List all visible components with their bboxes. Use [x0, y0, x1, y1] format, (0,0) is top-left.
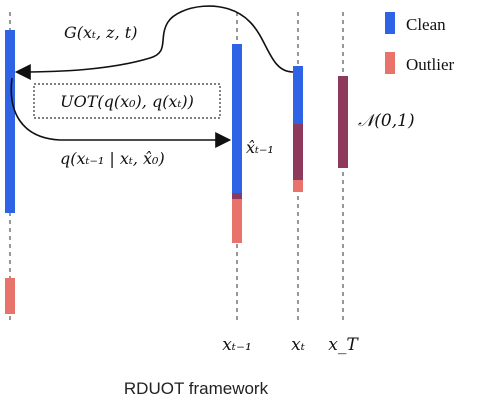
x0-outlier-bar	[5, 278, 15, 314]
posterior-label: q(xₜ₋₁ | xₜ, x̂₀)	[60, 149, 165, 168]
generator-arrow	[14, 5, 294, 80]
legend-outlier-label: Outlier	[406, 55, 454, 74]
legend-clean-label: Clean	[406, 15, 446, 34]
x-t-mixed-bar	[293, 124, 303, 180]
x-T-noise-bar	[338, 76, 348, 168]
x-hat-label: x̂ₜ₋₁	[246, 138, 274, 157]
x-t-clean-bar	[293, 66, 303, 124]
uot-box	[33, 83, 221, 119]
legend: Clean Outlier	[385, 12, 454, 74]
legend-clean-swatch	[385, 12, 395, 34]
x-t-outlier-bar	[293, 180, 303, 192]
axis-label-x-t-minus-1: xₜ₋₁	[222, 335, 252, 355]
legend-outlier-swatch	[385, 52, 395, 74]
axis-label-x-t: xₜ	[291, 335, 306, 355]
uot-label: UOT(q(x₀), q(xₜ))	[60, 92, 194, 111]
caption: RDUOT framework	[124, 379, 269, 398]
x-hat-mixed-bar	[232, 193, 242, 199]
axis-label-x-T: x_T	[328, 335, 359, 355]
x-hat-outlier-bar	[232, 199, 242, 243]
x0-clean-bar	[5, 30, 15, 213]
x-hat-clean-bar	[232, 44, 242, 197]
normal-distribution-label: 𝒩(0,1)	[358, 111, 415, 131]
generator-label: G(xₜ, z, t)	[64, 23, 137, 42]
posterior-arrow	[10, 77, 232, 148]
